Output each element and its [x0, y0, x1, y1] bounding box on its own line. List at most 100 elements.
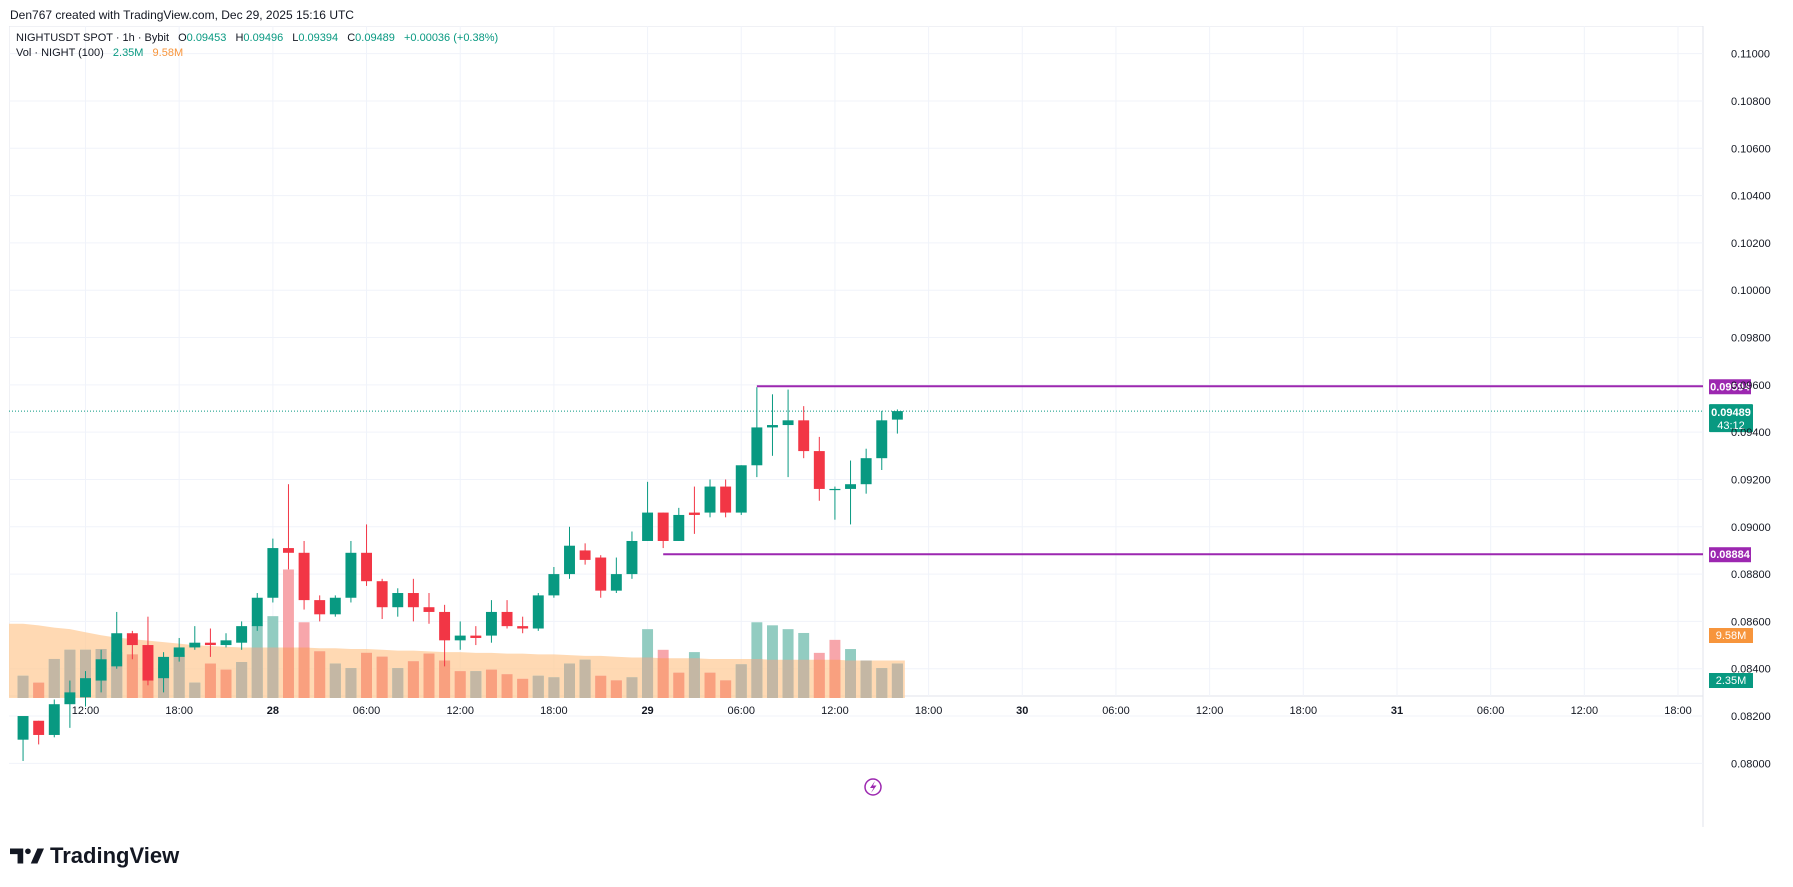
volume-bar-overlap — [626, 677, 638, 698]
candle-body — [64, 692, 76, 705]
candle-body — [595, 557, 607, 591]
legend-close-value: 0.09489 — [355, 32, 395, 44]
volume-bar-overlap — [361, 652, 372, 698]
price-tick-label: 0.09600 — [1731, 380, 1771, 392]
candle-body — [361, 552, 372, 582]
candle-body — [173, 647, 185, 657]
candle-body — [501, 611, 513, 627]
price-tick-label: 0.08800 — [1731, 569, 1771, 581]
volume-bar-overlap — [314, 651, 326, 698]
candle-body — [891, 411, 903, 420]
volume-bar-overlap — [735, 664, 747, 698]
candle-body — [798, 420, 810, 452]
volume-bar-overlap — [111, 652, 123, 698]
level-price-tag — [1709, 547, 1751, 563]
level-price-label: 0.09594 — [1710, 381, 1751, 393]
volume-bar-overlap — [657, 658, 669, 698]
price-tick-label: 0.10000 — [1731, 285, 1771, 297]
volume-ma-tag — [1709, 628, 1753, 643]
time-tick-label: 18:00 — [540, 705, 568, 717]
legend-low-value: 0.09394 — [298, 32, 338, 44]
volume-bar-overlap — [501, 674, 513, 698]
volume-bar-overlap — [642, 657, 654, 698]
volume-ma-label: 9.58M — [1716, 630, 1747, 642]
volume-bar-overlap — [454, 671, 466, 698]
current-price-label: 0.09489 — [1711, 407, 1751, 419]
candle-body — [298, 552, 310, 601]
volume-bar-overlap — [376, 656, 388, 698]
legend-volume-value: 2.35M — [113, 47, 144, 59]
candle-body — [17, 716, 29, 740]
volume-tag — [1709, 673, 1753, 688]
candle-body — [470, 635, 482, 638]
volume-bar-overlap — [532, 675, 544, 698]
candle-body — [439, 611, 451, 641]
volume-bar-overlap — [720, 680, 732, 698]
volume-bar-overlap — [517, 678, 529, 698]
candle-body — [579, 550, 591, 560]
candle-body — [329, 597, 341, 615]
volume-bar-overlap — [751, 658, 763, 698]
candle-body — [251, 597, 263, 627]
candle-body — [610, 574, 622, 591]
time-tick-label: 12:00 — [821, 705, 849, 717]
replay-button[interactable] — [864, 778, 882, 796]
candle-body — [376, 581, 388, 608]
volume-bar — [283, 569, 294, 698]
time-tick-label: 06:00 — [1102, 705, 1130, 717]
legend-change: +0.00036 (+0.38%) — [404, 32, 498, 44]
chart-area[interactable]: 0.09594 0.08884 0.09489 43:12 9.58M 2.35M 0.1… — [8, 25, 1782, 827]
price-tick-label: 0.08000 — [1731, 758, 1771, 770]
volume-bar-overlap — [610, 680, 622, 698]
tradingview-logo-icon — [10, 848, 44, 864]
volume-bar-overlap — [48, 658, 60, 698]
volume-bar-overlap — [392, 668, 404, 698]
candle-body — [267, 548, 279, 598]
candle-body — [33, 720, 45, 735]
chart-attribution: Den767 created with TradingView.com, Dec… — [10, 8, 354, 22]
time-tick-label: 18:00 — [1290, 705, 1318, 717]
lightning-icon — [870, 781, 877, 793]
candle-body — [80, 678, 91, 698]
price-tick-label: 0.09400 — [1731, 427, 1771, 439]
candle-body — [642, 512, 654, 541]
time-tick-label: 28 — [267, 705, 279, 717]
candle-body — [517, 626, 529, 629]
volume-bar-overlap — [407, 661, 419, 698]
tradingview-logo[interactable]: TradingView — [10, 843, 179, 869]
candle-body — [876, 420, 888, 459]
candle-body — [485, 611, 497, 636]
volume-bar-overlap — [595, 675, 607, 698]
candle-body — [688, 512, 700, 515]
candle-body — [626, 540, 638, 575]
legend-close-label: C — [347, 32, 355, 44]
price-tick-label: 0.10800 — [1731, 96, 1771, 108]
volume-bar-overlap — [220, 669, 232, 698]
candle-body — [48, 704, 60, 735]
candle-countdown: 43:12 — [1717, 420, 1745, 432]
candle-body — [720, 486, 732, 513]
volume-bar-overlap — [345, 668, 357, 698]
time-tick-label: 18:00 — [1664, 705, 1692, 717]
time-tick-label: 18:00 — [915, 705, 943, 717]
volume-bar-overlap — [829, 659, 841, 698]
volume-bar-overlap — [564, 663, 575, 698]
volume-bar-overlap — [17, 675, 29, 698]
candle-body — [158, 656, 170, 679]
candle-body — [829, 488, 841, 491]
candle-body — [704, 486, 716, 513]
volume-bar-overlap — [267, 647, 279, 698]
candle-body — [673, 514, 685, 541]
level-price-label: 0.08884 — [1710, 549, 1751, 561]
volume-bar-overlap — [688, 658, 700, 698]
volume-bar-overlap — [173, 655, 185, 698]
time-tick-label: 06:00 — [727, 705, 755, 717]
price-tick-label: 0.09000 — [1731, 522, 1771, 534]
volume-bar-overlap — [236, 662, 248, 698]
candle-body — [392, 593, 404, 608]
time-tick-label: 30 — [1016, 705, 1028, 717]
legend-low-label: L — [292, 32, 298, 44]
legend-open-value: 0.09453 — [187, 32, 227, 44]
